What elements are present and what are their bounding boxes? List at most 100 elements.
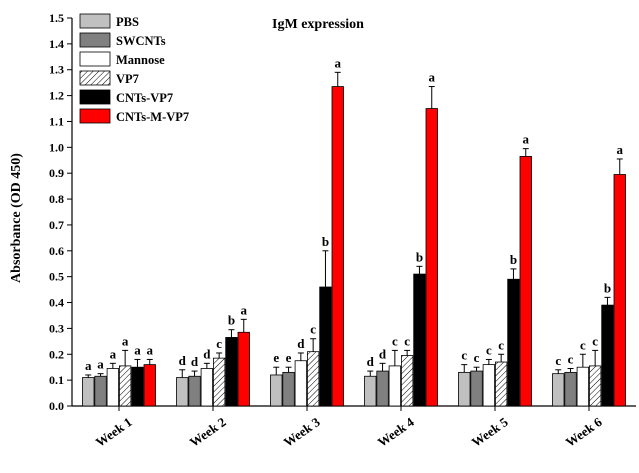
x-category-label: Week 4 [375, 414, 417, 450]
bar-swcnts [188, 375, 201, 407]
significance-label: c [461, 348, 467, 363]
y-tick-label: 1.5 [49, 11, 64, 25]
y-tick-label: 0.0 [49, 399, 64, 413]
bar-mannose [200, 368, 214, 407]
significance-label: c [498, 337, 504, 352]
bar-cnts-m-vp7 [331, 86, 344, 407]
bar-cnts-vp7 [225, 337, 238, 407]
significance-label: b [510, 252, 517, 267]
significance-label: c [392, 333, 398, 348]
legend-swatch [79, 51, 111, 67]
significance-label: d [179, 353, 187, 368]
legend-swatch [79, 13, 111, 29]
y-tick-label: 0.8 [49, 192, 64, 206]
bar-swcnts [282, 371, 295, 407]
chart-title: IgM expression [272, 17, 364, 32]
bar-cnts-vp7 [413, 273, 426, 407]
bar-cnts-m-vp7 [143, 364, 156, 407]
x-category-label: Week 3 [281, 414, 323, 450]
y-tick-label: 1.1 [49, 114, 64, 128]
significance-label: a [523, 132, 530, 147]
significance-label: a [122, 333, 129, 348]
significance-label: c [310, 322, 316, 337]
bar-cnts-m-vp7 [237, 331, 250, 407]
bar-pbs [270, 374, 283, 407]
bar-cnts-vp7 [131, 366, 144, 407]
significance-label: a [110, 346, 117, 361]
significance-label: e [273, 350, 279, 365]
y-tick-label: 0.6 [49, 244, 64, 258]
significance-label: a [617, 142, 624, 157]
bar-swcnts [470, 370, 483, 407]
bar-swcnts [94, 375, 107, 407]
significance-label: a [335, 55, 342, 70]
legend-swatch [79, 70, 111, 86]
y-tick-label: 1.4 [49, 37, 64, 51]
bar-cnts-m-vp7 [519, 155, 532, 407]
significance-label: c [404, 333, 410, 348]
significance-label: d [191, 354, 199, 369]
legend-label: VP7 [116, 72, 139, 86]
plot-area: 0.0 0.1 0.2 0.3 0.4 0.5 0.6 0.7 0.8 0.9 1.0 1.1 1.2 1… [49, 11, 636, 450]
bar-cnts-m-vp7 [425, 108, 438, 407]
bar-pbs [82, 377, 95, 407]
legend-swatch [79, 32, 111, 48]
significance-label: c [592, 333, 598, 348]
y-tick-label: 1.2 [49, 89, 64, 103]
y-tick-label: 1.3 [49, 63, 64, 77]
y-axis-title: Absorbance (OD 450) [9, 153, 24, 283]
bar-vp7 [589, 365, 602, 407]
significance-label: d [203, 346, 211, 361]
bar-vp7 [212, 357, 226, 407]
bar-mannose [294, 360, 308, 407]
significance-label: b [322, 234, 329, 249]
x-category-label: Week 5 [469, 414, 511, 450]
bar-mannose [576, 366, 589, 407]
significance-label: c [474, 350, 480, 365]
y-tick-label: 0.9 [49, 166, 64, 180]
significance-label: a [429, 70, 436, 85]
bar-swcnts [376, 370, 389, 407]
bar-vp7 [400, 355, 414, 407]
significance-label: a [85, 358, 92, 373]
bar-pbs [364, 375, 377, 407]
bar-pbs [552, 373, 565, 407]
legend-label: CNTs-M-VP7 [116, 110, 189, 124]
significance-label: b [604, 280, 611, 295]
bar-cnts-vp7 [601, 304, 614, 407]
y-tick-label: 1.0 [49, 140, 64, 154]
significance-label: d [297, 336, 305, 351]
legend-label: Mannose [116, 53, 165, 67]
bar-swcnts [564, 371, 577, 407]
significance-label: c [486, 342, 492, 357]
legend-label: CNTs-VP7 [116, 91, 173, 105]
bar-vp7 [119, 365, 132, 407]
significance-label: a [134, 342, 141, 357]
significance-label: c [568, 351, 574, 366]
legend-swatch [79, 108, 111, 124]
significance-label: b [416, 249, 423, 264]
significance-label: c [216, 336, 222, 351]
bar-cnts-vp7 [507, 278, 520, 407]
significance-label: b [228, 313, 235, 328]
legend: PBS SWCNTs Mannose VP7 CNTs-VP7 CNTs-M-VP7 [79, 13, 189, 124]
bar-pbs [176, 377, 189, 407]
significance-label: a [97, 357, 104, 372]
legend-label: PBS [116, 15, 139, 29]
bar-mannose [482, 364, 496, 407]
bar-cnts-m-vp7 [613, 174, 626, 407]
y-tick-label: 0.7 [49, 218, 64, 232]
significance-label: e [286, 350, 292, 365]
x-category-label: Week 2 [187, 414, 229, 450]
x-category-label: Week 1 [93, 414, 135, 450]
bar-pbs [458, 371, 471, 407]
legend-swatch [79, 89, 111, 105]
y-tick-label: 0.5 [49, 270, 64, 284]
bar-mannose [388, 365, 402, 407]
significance-label: c [555, 353, 561, 368]
significance-label: d [379, 346, 387, 361]
y-tick-label: 0.2 [49, 347, 64, 361]
legend-label: SWCNTs [116, 34, 166, 48]
x-category-label: Week 6 [563, 414, 605, 450]
